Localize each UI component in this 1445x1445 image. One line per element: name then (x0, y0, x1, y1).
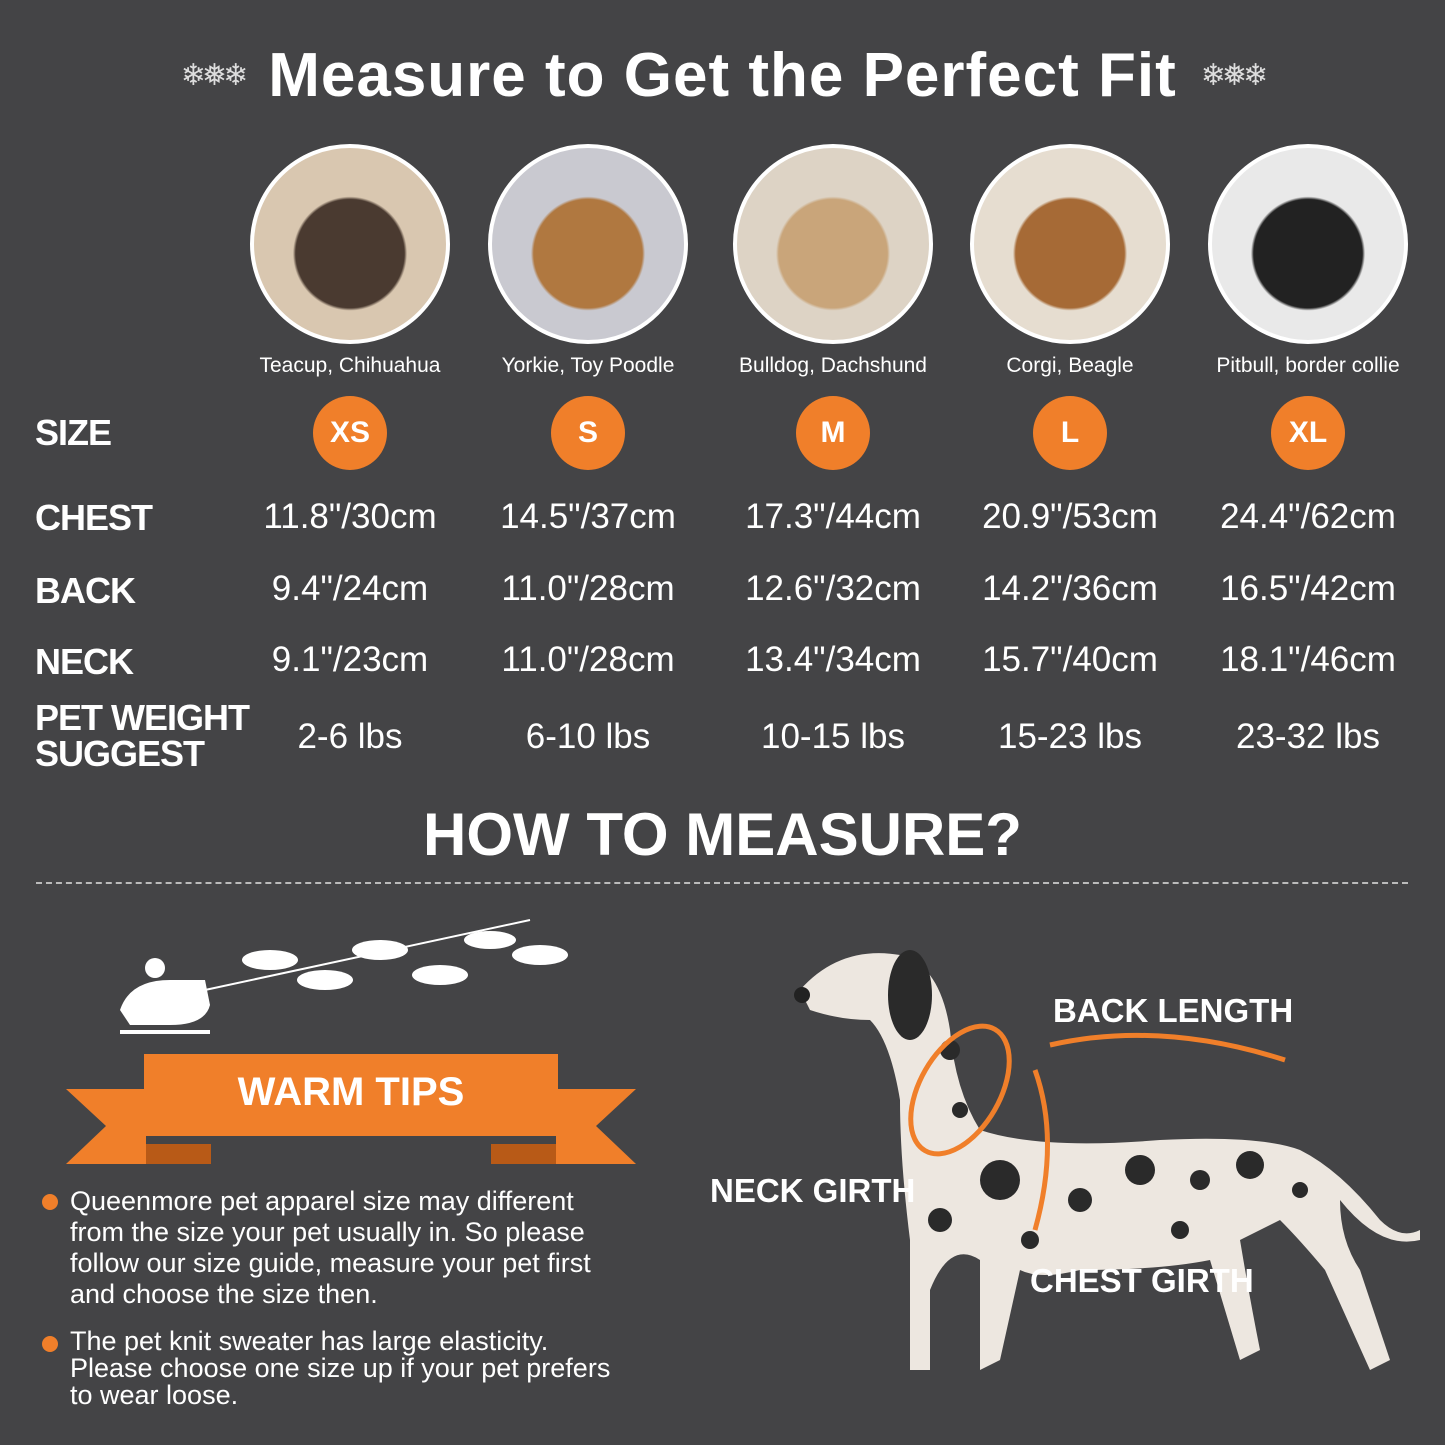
chest-value: 11.8"/30cm (263, 497, 437, 536)
warm-tips-list: Queenmore pet apparel size may different… (42, 1186, 610, 1409)
neck-value: 18.1"/46cm (1220, 640, 1396, 679)
weight-value: 23-32 lbs (1236, 717, 1380, 756)
chest-value: 24.4"/62cm (1220, 497, 1396, 536)
dog-ear (888, 950, 932, 1040)
back-value: 12.6"/32cm (745, 569, 921, 608)
back-length-label: BACK LENGTH (1053, 992, 1294, 1029)
dog-body (800, 953, 1420, 1370)
sleigh-icon (120, 980, 210, 1025)
weight-value: 2-6 lbs (297, 717, 403, 756)
neck-girth-marker (908, 1023, 1012, 1157)
row-label-back: BACK (35, 570, 136, 611)
breed-label: Bulldog, Dachshund (739, 354, 927, 377)
row-label-weight: PET WEIGHT SUGGEST (35, 697, 250, 774)
dog-photo (970, 144, 1170, 344)
dog-photo (733, 144, 933, 344)
tip-1-line: and choose the size then. (70, 1279, 378, 1309)
neck-value: 15.7"/40cm (982, 640, 1158, 679)
tip-2-line: The pet knit sweater has large elasticit… (70, 1326, 549, 1356)
dalmatian-measure-diagram (794, 950, 1420, 1370)
tip-2-line: to wear loose. (70, 1380, 239, 1410)
dog-photo (250, 144, 450, 344)
tip-1-line: follow our size guide, measure your pet … (70, 1248, 591, 1278)
dog-photo (488, 144, 688, 344)
tip-2-line: Please choose one size up if your pet pr… (70, 1353, 611, 1383)
weight-value: 15-23 lbs (998, 717, 1142, 756)
back-value: 11.0"/28cm (501, 569, 675, 608)
bullet-icon (42, 1336, 58, 1352)
tip-1: Queenmore pet apparel size may different… (70, 1186, 591, 1310)
row-label-neck: NECK (35, 641, 134, 682)
page-title: Measure to Get the Perfect Fit (268, 41, 1177, 110)
breed-label: Corgi, Beagle (1006, 354, 1134, 377)
tip-1-row: Queenmore pet apparel size may different… (42, 1186, 610, 1310)
tip-1-line: from the size your pet usually in. So pl… (70, 1217, 585, 1247)
back-value: 16.5"/42cm (1220, 569, 1396, 608)
breed-label: Teacup, Chihuahua (259, 354, 441, 377)
neck-value: 9.1"/23cm (271, 640, 429, 679)
neck-value: 13.4"/34cm (745, 640, 921, 679)
weight-value: 10-15 lbs (761, 717, 905, 756)
size-badge: XS (313, 396, 387, 470)
breed-label: Pitbull, border collie (1216, 354, 1400, 377)
back-length-marker (1049, 1032, 1286, 1063)
breed-label: Yorkie, Toy Poodle (501, 354, 675, 377)
tip-2: The pet knit sweater has large elasticit… (70, 1328, 610, 1409)
sleigh-reindeer-illustration (120, 919, 568, 1034)
chest-girth-label: CHEST GIRTH (1030, 1262, 1254, 1299)
chest-value: 20.9"/53cm (982, 497, 1158, 536)
neck-girth-label: NECK GIRTH (710, 1172, 916, 1209)
reindeer-icon (242, 931, 568, 990)
dog-photo (1208, 144, 1408, 344)
snowflake-icon: ❄❅❄ (180, 58, 248, 93)
divider (36, 882, 1408, 884)
back-value: 14.2"/36cm (982, 569, 1158, 608)
row-label-weight-line2: SUGGEST (35, 733, 205, 774)
size-badge: L (1033, 396, 1107, 470)
chest-value: 14.5"/37cm (500, 497, 676, 536)
warm-tips-title: WARM TIPS (237, 1070, 465, 1114)
bullet-icon (42, 1194, 58, 1210)
row-label-weight-line1: PET WEIGHT (35, 697, 250, 738)
chest-girth-marker (1032, 1069, 1050, 1231)
snowflake-icon: ❄❅❄ (1200, 58, 1268, 93)
row-label-size: SIZE (35, 412, 112, 453)
title-row: ❄❅❄ Measure to Get the Perfect Fit ❄❅❄ (0, 40, 1445, 111)
back-value: 9.4"/24cm (271, 569, 429, 608)
how-to-measure-heading: HOW TO MEASURE? (423, 801, 1022, 868)
tip-1-line: Queenmore pet apparel size may different (70, 1186, 574, 1216)
neck-value: 11.0"/28cm (501, 640, 675, 679)
size-badge: XL (1271, 396, 1345, 470)
size-badge: M (796, 396, 870, 470)
weight-value: 6-10 lbs (525, 717, 651, 756)
tip-2-row: The pet knit sweater has large elasticit… (42, 1328, 610, 1409)
size-badge: S (551, 396, 625, 470)
dog-spots (928, 1040, 1308, 1249)
row-label-chest: CHEST (35, 497, 153, 538)
chest-value: 17.3"/44cm (745, 497, 921, 536)
warm-tips-ribbon (66, 1054, 636, 1164)
